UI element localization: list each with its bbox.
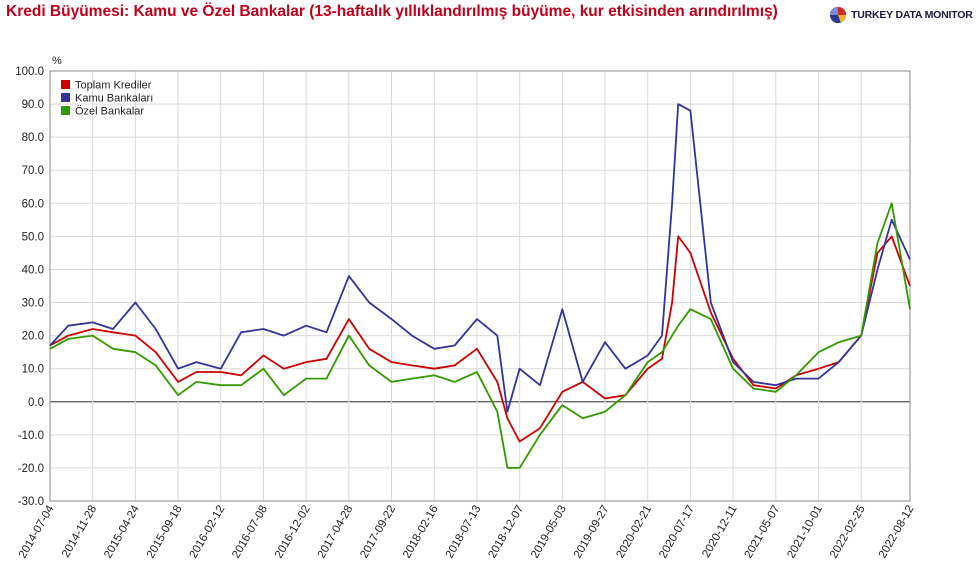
x-tick-label: 2020-07-17 xyxy=(657,504,697,561)
y-tick-label: -20.0 xyxy=(18,463,44,475)
y-tick-label: -10.0 xyxy=(18,430,44,442)
x-tick-label: 2021-05-07 xyxy=(743,504,783,561)
x-tick-label: 2015-09-18 xyxy=(145,504,185,561)
x-tick-label: 2019-09-27 xyxy=(572,504,612,561)
pie-chart-icon xyxy=(829,6,847,24)
x-tick-label: 2020-12-11 xyxy=(700,504,739,560)
x-tick-label: 2016-02-12 xyxy=(188,504,228,561)
y-tick-label: 80.0 xyxy=(22,132,44,144)
chart-grid xyxy=(49,70,911,502)
legend-swatch-2 xyxy=(61,106,70,115)
x-tick-label: 2016-07-08 xyxy=(230,504,270,561)
x-tick-label: 2017-09-22 xyxy=(358,504,398,561)
legend-swatch-1 xyxy=(61,93,70,102)
chart-title: Kredi Büyümesi: Kamu ve Özel Bankalar (1… xyxy=(6,3,778,20)
x-axis-ticks: 2014-07-04 2014-11-28 2015-04-24 2015-09-18… xyxy=(17,503,917,560)
x-tick-label: 2022-08-12 xyxy=(877,504,917,561)
legend-label-1: Kamu Bankaları xyxy=(75,93,153,105)
brand-logo: TURKEY DATA MONITOR xyxy=(829,5,973,25)
y-tick-label: 60.0 xyxy=(22,198,44,210)
x-tick-label: 2014-07-04 xyxy=(17,503,57,560)
x-tick-label: 2014-11-28 xyxy=(60,504,99,560)
series-lines xyxy=(49,103,911,469)
series-line-0 xyxy=(49,235,911,443)
x-tick-label: 2020-02-21 xyxy=(615,504,655,561)
x-tick-label: 2018-02-16 xyxy=(401,504,441,561)
y-tick-label: 40.0 xyxy=(22,264,44,276)
x-tick-label: 2016-12-02 xyxy=(273,504,313,561)
x-tick-label: 2018-12-07 xyxy=(486,504,526,561)
y-tick-label: 90.0 xyxy=(22,99,44,111)
y-axis-unit-label: % xyxy=(52,55,62,67)
series-line-2 xyxy=(49,202,911,469)
x-tick-label: 2019-05-03 xyxy=(529,504,569,561)
series-line-1 xyxy=(49,103,911,413)
y-tick-label: 100.0 xyxy=(15,66,44,78)
x-tick-label: 2022-02-25 xyxy=(828,504,868,561)
legend-label-2: Özel Bankalar xyxy=(75,106,144,118)
plot-frame xyxy=(49,70,911,502)
y-tick-label: 10.0 xyxy=(22,364,44,376)
y-tick-label: 0.0 xyxy=(28,397,44,409)
y-tick-label: 70.0 xyxy=(22,165,44,177)
x-tick-label: 2018-07-13 xyxy=(444,503,484,560)
brand-name: TURKEY DATA MONITOR xyxy=(851,9,973,21)
y-tick-label: 30.0 xyxy=(22,298,44,310)
y-tick-label: 20.0 xyxy=(22,331,44,343)
y-tick-label: 50.0 xyxy=(22,231,44,243)
x-tick-label: 2021-10-01 xyxy=(785,504,825,561)
legend-swatch-0 xyxy=(61,80,70,89)
x-tick-label: 2015-04-24 xyxy=(102,503,142,560)
y-axis-ticks: 100.0 90.0 80.0 70.0 60.0 50.0 40.0 30.0 20.0 10.… xyxy=(15,66,44,508)
legend-label-0: Toplam Krediler xyxy=(75,80,152,92)
y-tick-label: -30.0 xyxy=(18,496,44,508)
x-tick-label: 2017-04-28 xyxy=(316,504,356,561)
